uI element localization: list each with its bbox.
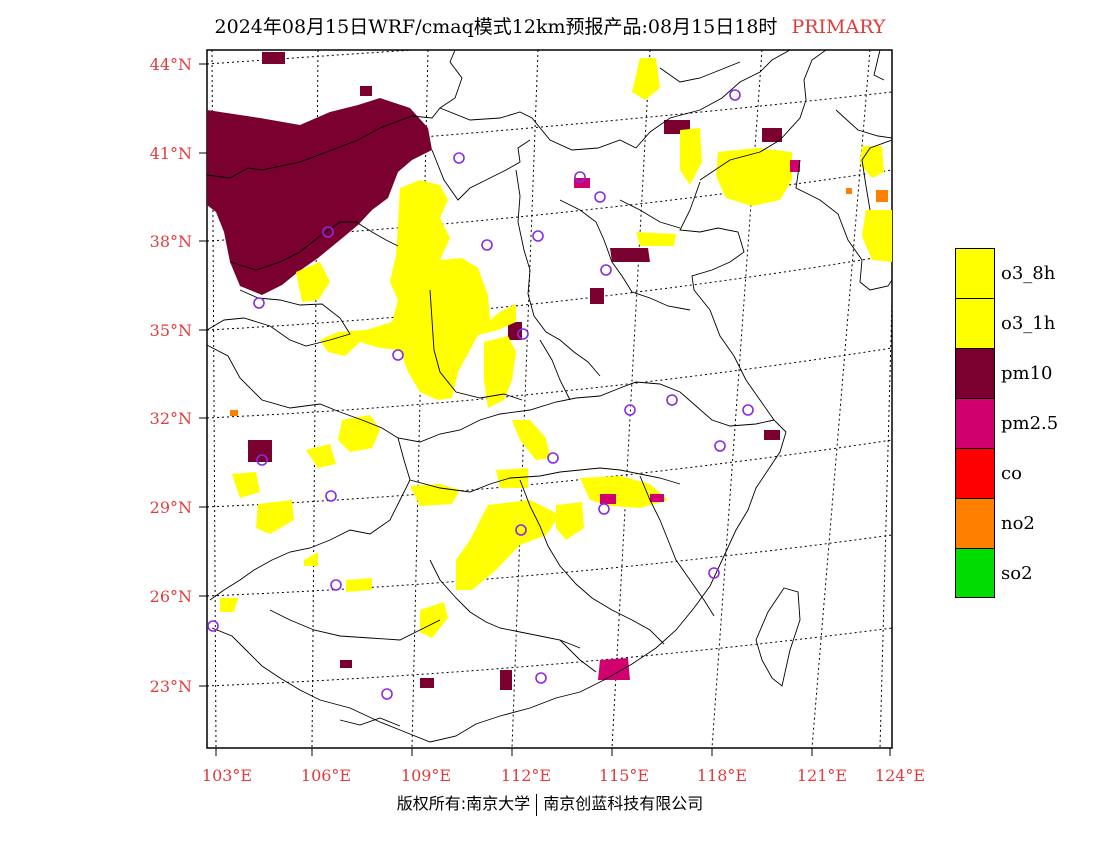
pm25-field [574,160,800,680]
lon-label: 106°E [301,766,351,785]
lat-label: 32°N [150,409,192,428]
lon-label: 109°E [401,766,451,785]
lat-label: 29°N [150,498,192,517]
lon-label: 124°E [875,766,925,785]
axis-ticks [199,63,891,756]
legend-swatch [955,448,995,498]
legend-swatch [955,498,995,548]
legend-swatch [955,398,995,448]
legend-label: o3_8h [1001,262,1056,284]
legend-swatch [955,548,995,598]
lon-label: 118°E [697,766,747,785]
korea-coast [861,139,892,211]
footer-left: 版权所有:南京大学 [396,794,531,813]
legend-item: o3_1h [955,298,1077,348]
legend-swatch [955,348,995,398]
taiwan-outline [755,587,801,687]
footer-separator [536,793,538,816]
longitude-labels: 103°E 106°E 109°E 112°E 115°E 118°E 121°… [202,766,925,785]
legend-label: pm2.5 [1001,412,1059,434]
lon-label: 112°E [501,766,551,785]
lon-label: 121°E [797,766,847,785]
lon-label: 103°E [202,766,252,785]
boundaries [207,50,892,743]
legend-label: pm10 [1001,362,1053,384]
legend: o3_8h o3_1h pm10 pm2.5 co no2 so2 [955,248,1077,598]
legend-label: o3_1h [1001,312,1056,334]
legend-label: co [1001,462,1022,484]
station-markers [207,89,754,700]
legend-swatch [955,248,995,298]
lat-label: 23°N [150,677,192,696]
legend-item: co [955,448,1077,498]
no2-field [230,188,888,416]
footer-right: 南京创蓝科技有限公司 [543,794,704,813]
legend-swatch [955,298,995,348]
o3-field [220,58,892,638]
legend-item: o3_8h [955,248,1077,298]
lat-label: 38°N [150,232,192,251]
latitude-labels: 44°N 41°N 38°N 35°N 32°N 29°N 26°N 23°N [150,55,192,696]
lon-label: 115°E [599,766,649,785]
lat-label: 44°N [150,55,192,74]
title-main: 2024年08月15日WRF/cmaq模式12km预报产品:08月15日18时 [214,16,778,38]
legend-item: pm10 [955,348,1077,398]
title-primary-tag: PRIMARY [791,16,886,38]
lat-label: 26°N [150,587,192,606]
legend-item: pm2.5 [955,398,1077,448]
lat-label: 41°N [150,144,192,163]
legend-item: so2 [955,548,1077,598]
map-title: 2024年08月15日WRF/cmaq模式12km预报产品:08月15日18时 P… [0,12,1100,39]
legend-label: so2 [1001,562,1033,584]
lat-label: 35°N [150,321,192,340]
copyright-footer: 版权所有:南京大学 南京创蓝科技有限公司 [0,790,1100,816]
legend-item: no2 [955,498,1077,548]
legend-label: no2 [1001,512,1035,534]
